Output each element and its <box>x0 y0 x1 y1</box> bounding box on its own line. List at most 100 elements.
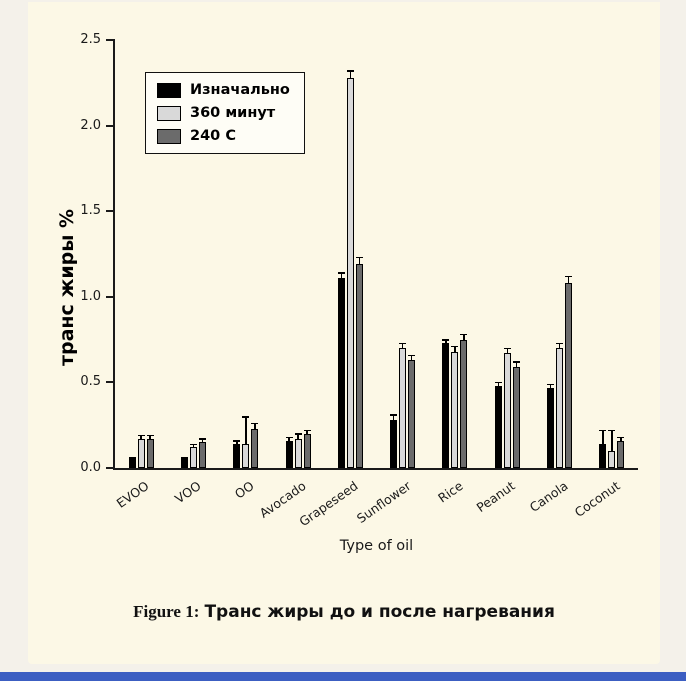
bar-voo-series2 <box>198 442 206 468</box>
figure-panel: транс жиры % Изначально 360 минут 240 C … <box>28 2 660 664</box>
error-bar <box>549 384 552 388</box>
error-bar <box>245 416 247 445</box>
bar-evoo-series2 <box>146 438 154 468</box>
legend-label-360min: 360 минут <box>190 105 276 121</box>
bar-evoo-series0 <box>128 459 136 468</box>
y-axis-tick <box>106 124 115 127</box>
legend-entry-360min: 360 минут <box>157 105 290 121</box>
bar-evoo-series1 <box>137 438 145 468</box>
bar-avocado-series0 <box>285 440 293 468</box>
legend-swatch-240c <box>157 128 181 144</box>
bar-rice-series1 <box>451 351 459 468</box>
error-bar-cap <box>512 361 520 363</box>
error-bar <box>463 334 465 340</box>
error-bar <box>149 435 151 439</box>
error-bar <box>288 437 290 441</box>
bar-oo-series2 <box>251 428 259 468</box>
error-bar-cap <box>137 434 145 437</box>
error-bar <box>192 444 195 448</box>
error-bar <box>349 70 352 78</box>
bar-peanut-series2 <box>512 366 520 468</box>
error-bar-cap <box>599 429 607 432</box>
y-axis-tick <box>106 467 115 469</box>
x-axis-title: Type of oil <box>339 538 414 554</box>
y-axis-tick-label: 0.0 <box>80 460 101 475</box>
bar-canola-series1 <box>556 348 564 468</box>
error-bar <box>558 343 561 349</box>
error-bar-cap <box>346 70 354 72</box>
error-bar <box>201 438 204 443</box>
error-bar-cap <box>399 342 407 345</box>
bar-peanut-series0 <box>494 385 502 468</box>
plot-area: Изначально 360 минут 240 C Type of oil 0… <box>80 32 638 554</box>
y-axis-tick-label: 1.0 <box>80 288 101 304</box>
error-bar <box>454 346 456 352</box>
y-axis-title: транс жиры % <box>56 208 78 366</box>
error-bar <box>306 430 308 434</box>
bar-grapeseed-series0 <box>337 277 345 468</box>
legend-entry-initial: Изначально <box>157 82 290 98</box>
bar-grapeseed-series1 <box>346 77 354 468</box>
legend-swatch-360min <box>157 105 181 121</box>
bar-coconut-series2 <box>617 440 625 468</box>
bar-grapeseed-series2 <box>355 264 363 468</box>
error-bar <box>620 437 622 441</box>
y-axis-tick <box>106 39 115 41</box>
error-bar-cap <box>294 433 302 435</box>
error-bar <box>497 382 499 386</box>
y-axis-tick-label: 2.0 <box>80 117 101 133</box>
error-bar <box>140 435 142 439</box>
error-bar-cap <box>242 416 250 418</box>
y-axis-tick-label: 0.5 <box>80 374 101 390</box>
error-bar-cap <box>547 383 555 386</box>
error-bar-cap <box>146 434 154 437</box>
figure-caption: Figure 1: Транс жиры до и после нагреван… <box>28 602 660 622</box>
error-bar-cap <box>128 457 136 459</box>
bar-voo-series1 <box>189 447 197 468</box>
bar-oo-series1 <box>242 444 250 468</box>
error-bar-cap <box>608 429 616 432</box>
error-bar <box>340 272 343 278</box>
error-bar-cap <box>198 438 206 440</box>
bar-avocado-series1 <box>294 438 302 468</box>
error-bar-cap <box>285 436 293 439</box>
error-bar <box>358 257 361 265</box>
y-axis-tick-label: 1.5 <box>80 203 101 219</box>
bar-avocado-series2 <box>303 433 311 468</box>
error-bar-cap <box>556 342 564 345</box>
bar-peanut-series1 <box>503 353 511 468</box>
error-bar-cap <box>180 457 188 459</box>
error-bar <box>506 348 508 354</box>
bar-sunflower-series2 <box>408 360 416 468</box>
caption-figure-number: Figure 1: <box>133 602 200 621</box>
error-bar <box>254 423 256 429</box>
bar-coconut-series0 <box>599 444 607 468</box>
legend: Изначально 360 минут 240 C <box>145 72 305 154</box>
error-bar <box>567 276 570 284</box>
error-bar-cap <box>408 354 416 356</box>
error-bar-cap <box>442 339 450 341</box>
error-bar-cap <box>460 333 468 336</box>
bar-sunflower-series1 <box>399 348 407 468</box>
error-bar-cap <box>565 275 573 278</box>
error-bar-cap <box>451 345 459 348</box>
legend-entry-240c: 240 C <box>157 128 290 144</box>
bar-sunflower-series0 <box>390 420 398 468</box>
bar-oo-series0 <box>233 444 241 468</box>
legend-swatch-initial <box>157 82 181 98</box>
y-axis-tick-label: 2.5 <box>80 32 101 47</box>
error-bar <box>392 414 395 421</box>
error-bar-cap <box>251 422 259 425</box>
caption-text: Транс жиры до и после нагревания <box>204 602 555 622</box>
legend-label-240c: 240 C <box>190 128 236 144</box>
error-bar-cap <box>303 429 311 432</box>
error-bar-cap <box>355 256 363 259</box>
error-bar <box>515 361 517 367</box>
error-bar <box>611 430 613 451</box>
error-bar-cap <box>617 436 625 439</box>
error-bar-cap <box>503 347 511 350</box>
error-bar-cap <box>494 381 502 384</box>
error-bar-cap <box>233 440 241 442</box>
y-axis-tick <box>106 295 115 298</box>
error-bar <box>297 433 299 439</box>
